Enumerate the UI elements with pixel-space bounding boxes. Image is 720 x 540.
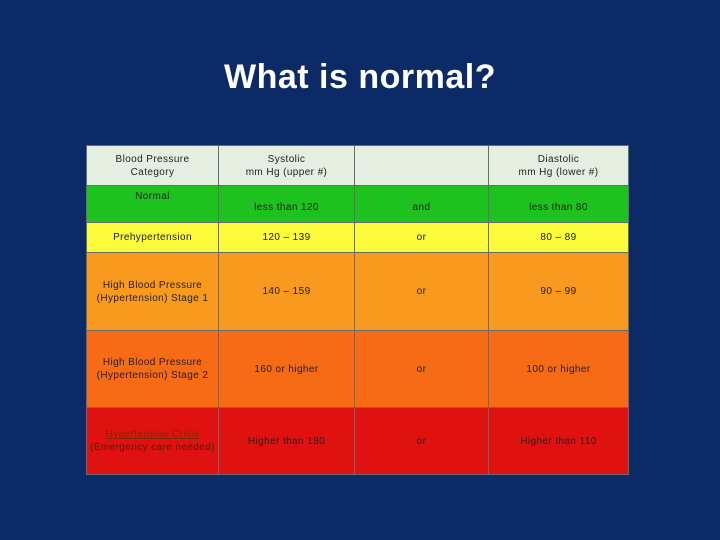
table-row-prehypertension: Prehypertension 120 – 139 or 80 – 89 (86, 222, 629, 253)
systolic-cell: 140 – 159 (218, 252, 355, 331)
category-label: Normal (135, 191, 170, 202)
systolic-cell: Higher than 180 (218, 407, 355, 475)
header-category: Blood Pressure Category (86, 145, 219, 186)
diastolic-cell: Higher than 110 (488, 407, 629, 475)
connector-cell: or (354, 407, 489, 475)
connector-cell: or (354, 252, 489, 331)
table-row-stage-2: High Blood Pressure (Hypertension) Stage… (86, 330, 629, 408)
systolic-cell: 120 – 139 (218, 222, 355, 253)
table-row-stage-1: High Blood Pressure (Hypertension) Stage… (86, 252, 629, 331)
category-cell: High Blood Pressure (Hypertension) Stage… (86, 330, 219, 408)
header-diastolic: Diastolic mm Hg (lower #) (488, 145, 629, 186)
category-label-line1: High Blood Pressure (102, 279, 203, 291)
systolic-cell: less than 120 (218, 185, 355, 223)
header-category-line2: Category (130, 166, 175, 178)
category-label: Prehypertension (113, 232, 192, 243)
table-header-row: Blood Pressure Category Systolic mm Hg (… (86, 145, 629, 186)
category-label-line2: (Hypertension) Stage 2 (96, 370, 209, 381)
header-connector (354, 145, 489, 186)
connector-cell: and (354, 185, 489, 223)
blood-pressure-table: Blood Pressure Category Systolic mm Hg (… (86, 145, 629, 475)
connector-cell: or (354, 222, 489, 253)
header-systolic: Systolic mm Hg (upper #) (218, 145, 355, 186)
diastolic-cell: less than 80 (488, 185, 629, 223)
connector-cell: or (354, 330, 489, 408)
category-label-line2: (Emergency care needed) (90, 442, 215, 453)
category-cell: Prehypertension (86, 222, 219, 253)
header-diastolic-line1: Diastolic (537, 153, 580, 165)
category-cell: Normal (86, 185, 219, 223)
category-cell: Hypertensive Crisis (Emergency care need… (86, 407, 219, 475)
diastolic-cell: 100 or higher (488, 330, 629, 408)
header-diastolic-line2: mm Hg (lower #) (518, 166, 599, 178)
category-cell: High Blood Pressure (Hypertension) Stage… (86, 252, 219, 331)
table-row-normal: Normal less than 120 and less than 80 (86, 185, 629, 223)
header-category-line1: Blood Pressure (115, 153, 190, 165)
header-systolic-line2: mm Hg (upper #) (245, 166, 328, 178)
table-row-hypertensive-crisis: Hypertensive Crisis (Emergency care need… (86, 407, 629, 475)
category-label-line2: (Hypertension) Stage 1 (96, 292, 209, 304)
systolic-cell: 160 or higher (218, 330, 355, 408)
slide-title: What is normal? (224, 58, 496, 96)
diastolic-cell: 90 – 99 (488, 252, 629, 331)
hypertensive-crisis-link[interactable]: Hypertensive Crisis (105, 429, 200, 440)
category-label-line1: High Blood Pressure (102, 357, 203, 368)
header-systolic-line1: Systolic (267, 153, 306, 165)
diastolic-cell: 80 – 89 (488, 222, 629, 253)
